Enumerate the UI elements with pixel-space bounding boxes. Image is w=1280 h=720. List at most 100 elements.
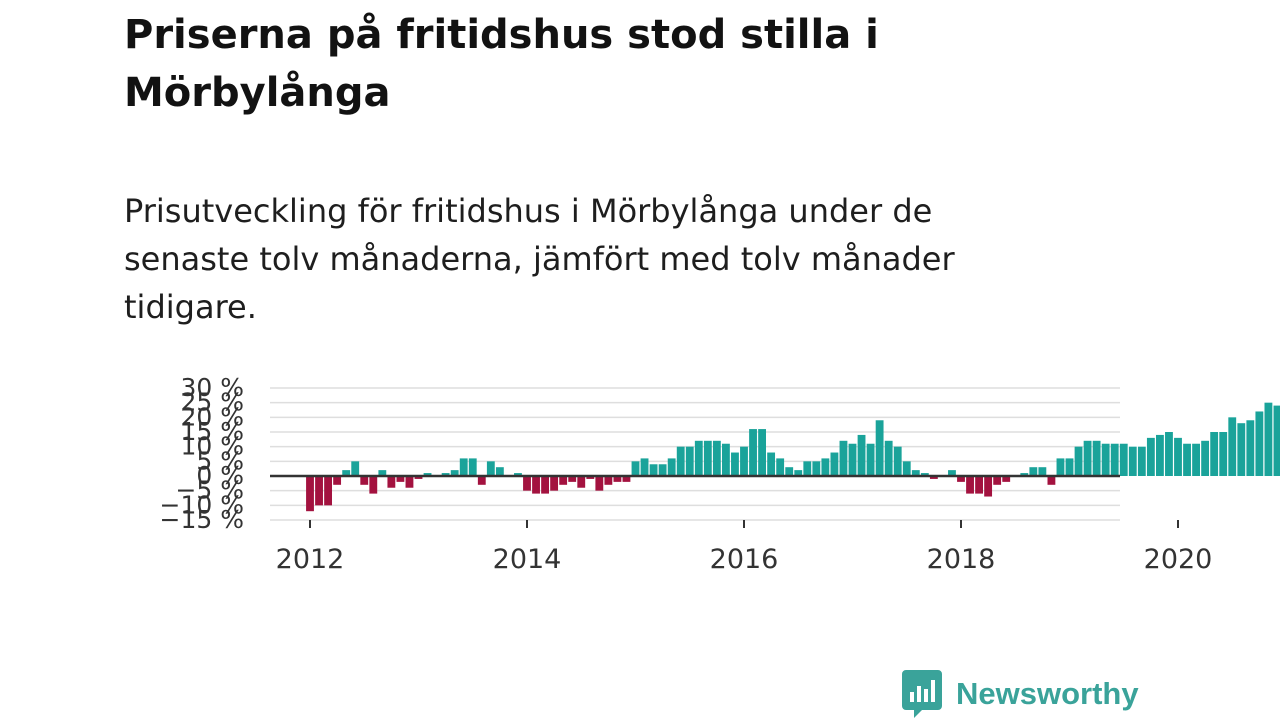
data-bar bbox=[911, 470, 920, 476]
data-bar bbox=[1273, 405, 1280, 476]
data-bar bbox=[342, 470, 351, 476]
data-bar bbox=[1264, 402, 1273, 476]
y-tick-label: 10 % bbox=[180, 432, 244, 461]
data-bar bbox=[821, 458, 830, 476]
data-bar bbox=[722, 443, 730, 476]
data-bar bbox=[577, 476, 586, 488]
y-tick-label: 25 % bbox=[180, 388, 244, 417]
data-bar bbox=[1219, 432, 1228, 476]
data-bar bbox=[703, 440, 712, 476]
data-bar bbox=[866, 443, 875, 476]
data-bar bbox=[966, 476, 974, 494]
data-bar bbox=[640, 458, 649, 476]
data-bar bbox=[1165, 432, 1173, 476]
data-bar bbox=[902, 461, 911, 476]
data-bar bbox=[1092, 440, 1101, 476]
data-bar bbox=[839, 440, 848, 476]
data-bar bbox=[857, 434, 866, 476]
y-tick-label: 0 % bbox=[196, 461, 244, 490]
data-bar bbox=[441, 473, 450, 476]
chart-subtitle: Prisutveckling för fritidshus i Mörbylån… bbox=[124, 192, 955, 326]
data-bar bbox=[731, 452, 739, 476]
data-bar bbox=[532, 476, 540, 494]
data-bar bbox=[920, 473, 929, 476]
data-bar bbox=[405, 476, 414, 488]
data-bar bbox=[1210, 432, 1219, 476]
y-tick-label: 20 % bbox=[180, 402, 244, 431]
data-bar bbox=[486, 461, 495, 476]
data-bar bbox=[758, 429, 766, 476]
data-bar bbox=[1029, 467, 1038, 476]
data-bar bbox=[1056, 458, 1065, 476]
data-bar bbox=[631, 461, 640, 476]
data-bar bbox=[1137, 446, 1146, 476]
data-bar bbox=[658, 464, 667, 476]
data-bar bbox=[1119, 443, 1128, 476]
y-tick-label: 15 % bbox=[180, 417, 244, 446]
data-bar bbox=[1201, 440, 1210, 476]
y-tick-label: −5 % bbox=[175, 476, 244, 505]
data-bar bbox=[803, 461, 812, 476]
data-bar bbox=[1065, 458, 1074, 476]
data-bar bbox=[785, 467, 794, 476]
data-bar bbox=[1038, 467, 1047, 476]
data-bar bbox=[450, 470, 459, 476]
data-bar bbox=[767, 452, 776, 476]
data-bar bbox=[595, 476, 604, 491]
x-tick-label: 2018 bbox=[927, 544, 996, 575]
data-bar bbox=[468, 458, 477, 476]
data-bar bbox=[975, 476, 983, 494]
data-bar bbox=[1255, 411, 1264, 476]
data-bar bbox=[378, 470, 387, 476]
data-bar bbox=[993, 476, 1002, 485]
data-bar bbox=[776, 458, 785, 476]
data-bar bbox=[1020, 473, 1029, 476]
data-bar bbox=[559, 476, 568, 485]
data-bar bbox=[459, 458, 468, 476]
chart-title: Priserna på fritidshus stod stilla i Mör… bbox=[124, 12, 879, 116]
data-bar bbox=[884, 440, 893, 476]
data-bar bbox=[1110, 443, 1119, 476]
data-bar bbox=[1228, 417, 1237, 476]
data-bar bbox=[622, 476, 631, 482]
data-bar bbox=[423, 473, 432, 476]
data-bar bbox=[685, 446, 694, 476]
data-bar bbox=[957, 476, 965, 482]
data-bar bbox=[1101, 443, 1110, 476]
data-bar bbox=[1246, 420, 1255, 476]
data-bar bbox=[568, 476, 577, 482]
x-tick-label: 2016 bbox=[710, 544, 779, 575]
data-bar bbox=[1146, 437, 1155, 476]
data-bar bbox=[369, 476, 378, 494]
data-bar bbox=[396, 476, 405, 482]
price-change-chart: −15 %−10 %−5 %0 %5 %10 %15 %20 %25 %30 %… bbox=[160, 373, 1280, 575]
data-bar bbox=[351, 461, 360, 476]
data-bar bbox=[586, 476, 595, 479]
data-bar bbox=[1183, 443, 1191, 476]
newsworthy-logo-icon bbox=[902, 670, 942, 718]
data-bar bbox=[306, 476, 314, 512]
data-bar bbox=[740, 446, 748, 476]
data-bar bbox=[514, 473, 522, 476]
data-bar bbox=[550, 476, 559, 491]
newsworthy-logo: Newsworthy bbox=[902, 668, 1139, 720]
brand-name: Newsworthy bbox=[956, 676, 1139, 711]
data-bar bbox=[523, 476, 531, 491]
data-bar bbox=[387, 476, 396, 488]
data-bar bbox=[604, 476, 613, 485]
x-tick-label: 2012 bbox=[276, 544, 345, 575]
data-bar bbox=[613, 476, 622, 482]
y-tick-label: 30 % bbox=[180, 373, 244, 402]
data-bar bbox=[749, 429, 757, 476]
data-bar bbox=[1237, 423, 1246, 476]
data-bar bbox=[984, 476, 993, 497]
data-bar bbox=[1174, 437, 1182, 476]
data-bar bbox=[1074, 446, 1083, 476]
data-bar bbox=[893, 446, 902, 476]
y-tick-label: 5 % bbox=[196, 446, 244, 475]
data-bar bbox=[333, 476, 342, 485]
data-bar bbox=[812, 461, 821, 476]
data-bar bbox=[1002, 476, 1011, 482]
x-tick-label: 2020 bbox=[1144, 544, 1213, 575]
data-bar bbox=[1083, 440, 1092, 476]
